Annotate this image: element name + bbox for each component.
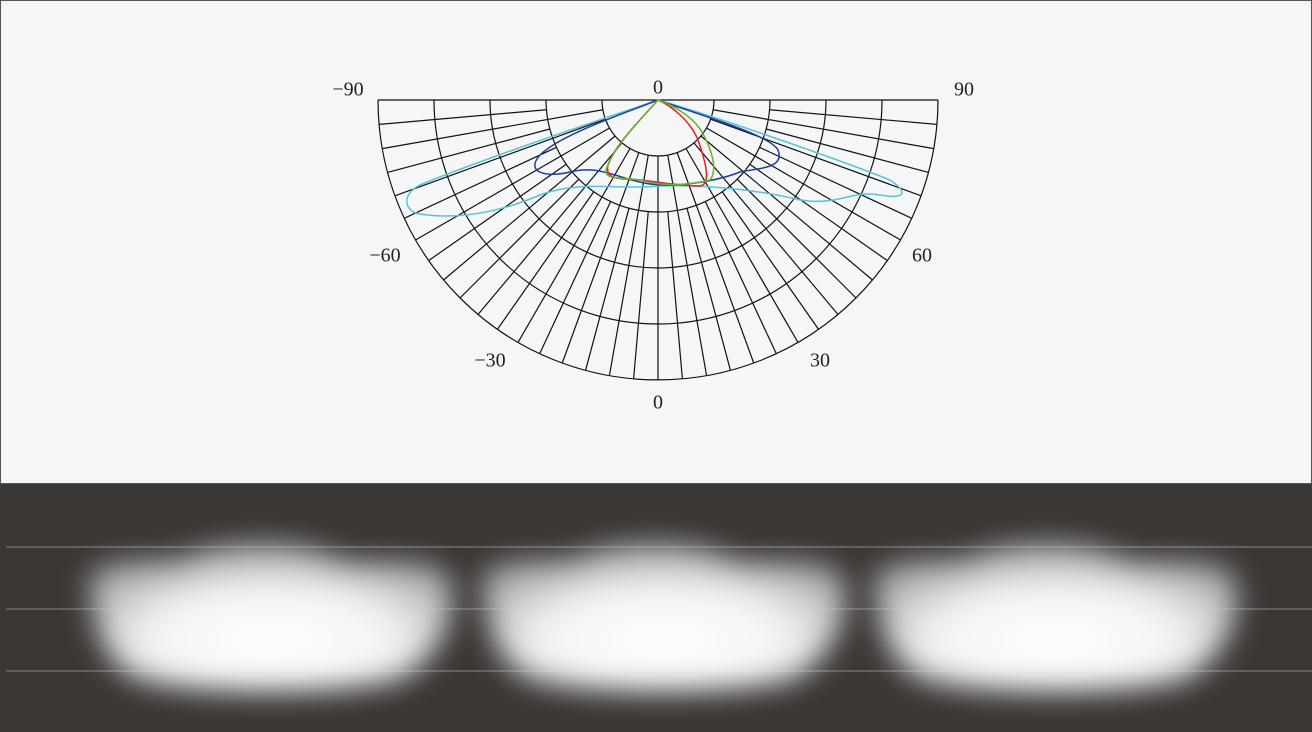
spoke: [415, 127, 610, 241]
spoke: [667, 211, 684, 379]
spoke: [721, 191, 820, 330]
spoke: [693, 142, 839, 315]
spoke: [539, 201, 612, 355]
angle-label: 30: [810, 350, 830, 372]
spoke: [608, 155, 649, 376]
spoke: [517, 148, 631, 343]
light-spot: [873, 543, 1238, 692]
angle-label: 90: [954, 79, 974, 101]
spoke: [403, 146, 557, 219]
spoke: [736, 178, 857, 299]
spoke: [443, 135, 616, 281]
spoke: [769, 109, 937, 126]
spoke: [713, 109, 934, 150]
angle-label: 0: [653, 392, 663, 414]
spoke: [394, 118, 606, 197]
spoke: [700, 135, 873, 281]
light-spots: [88, 543, 1238, 692]
spoke: [561, 152, 640, 364]
light-spot: [481, 543, 846, 692]
spoke: [759, 146, 913, 219]
spoke: [496, 191, 595, 330]
polar-grid: [377, 99, 939, 381]
spoke: [428, 163, 567, 262]
spoke: [584, 208, 630, 371]
spoke: [766, 128, 929, 174]
spoke: [686, 208, 732, 371]
light-spot: [88, 543, 453, 692]
spoke: [632, 211, 649, 379]
spoke: [382, 109, 603, 150]
spoke: [706, 127, 901, 241]
spoke: [749, 163, 888, 262]
spoke: [710, 118, 922, 197]
ring: [601, 99, 715, 157]
spoke: [704, 201, 777, 355]
angle-label: 0: [653, 77, 663, 99]
curve-green: [605, 99, 715, 186]
spoke: [676, 152, 755, 364]
angle-label: −90: [332, 79, 363, 101]
angle-label: 60: [912, 245, 932, 267]
spoke: [459, 178, 580, 299]
angle-label: −60: [369, 245, 400, 267]
angle-label: −30: [474, 350, 505, 372]
spoke: [379, 109, 547, 126]
curves: [406, 99, 903, 217]
spoke: [667, 155, 708, 376]
curve-cyan: [406, 99, 903, 217]
polar-panel: [0, 0, 1312, 484]
spoke: [387, 128, 550, 174]
curve-blue: [534, 99, 780, 186]
